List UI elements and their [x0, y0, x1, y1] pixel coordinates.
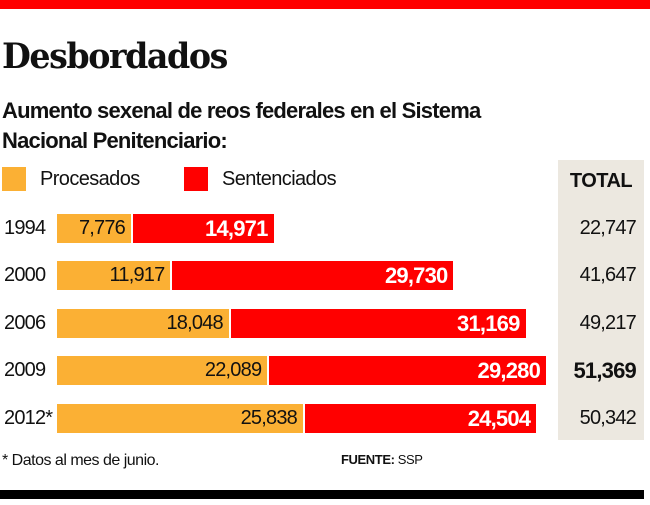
chart-subtitle: Aumento sexenal de reos federales en el …: [2, 98, 481, 153]
bar-sentenciados: 24,504: [304, 404, 537, 433]
total-value: 49,217: [579, 312, 637, 334]
bar-sentenciados: 29,280: [269, 356, 547, 385]
bar-sentenciados: 29,730: [172, 261, 454, 290]
bar-procesados: 18,048: [57, 309, 229, 338]
bar-procesados: 22,089: [57, 356, 268, 385]
total-value: 50,342: [579, 407, 637, 429]
total-value: 22,747: [579, 217, 637, 239]
total-value: 51,369: [573, 358, 637, 383]
source-value: SSP: [397, 452, 423, 467]
legend-swatch-procesados: [2, 167, 26, 191]
year-label: 2006: [4, 312, 46, 334]
chart-title: Desbordados: [2, 36, 228, 77]
year-label: 2000: [4, 264, 46, 286]
bar-procesados: 7,776: [57, 214, 132, 243]
total-value: 41,647: [579, 264, 637, 286]
legend-swatch-sentenciados: [184, 167, 208, 191]
total-header: TOTAL: [569, 170, 633, 192]
legend-label-procesados: Procesados: [40, 168, 140, 190]
bar-sentenciados: 14,971: [133, 214, 274, 243]
bar-procesados: 11,917: [57, 261, 171, 290]
bar-procesados: 25,838: [57, 404, 303, 433]
source-label: FUENTE:: [341, 452, 395, 467]
year-label: 2009: [4, 359, 46, 381]
footnote: * Datos al mes de junio.: [2, 452, 159, 469]
bottom-bar: [0, 490, 644, 499]
year-label: 1994: [4, 217, 46, 239]
year-label: 2012*: [4, 407, 53, 429]
legend-label-sentenciados: Sentenciados: [222, 168, 337, 190]
top-accent-bar: [0, 0, 650, 9]
source: FUENTE: SSP: [341, 452, 423, 467]
total-column-background: [558, 160, 644, 440]
bar-sentenciados: 31,169: [230, 309, 526, 338]
